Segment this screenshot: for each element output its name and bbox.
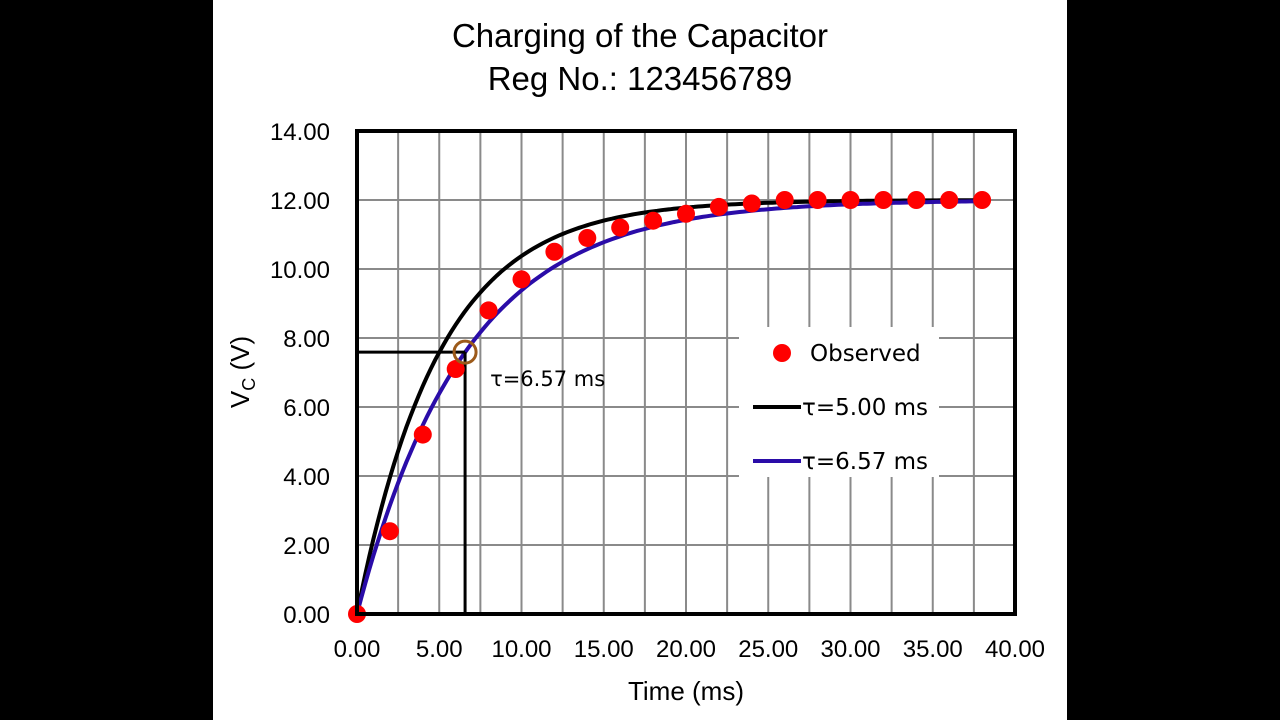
x-tick-label: 15.00 [574, 636, 634, 663]
y-tick-label: 6.00 [283, 395, 330, 422]
x-tick-label: 25.00 [738, 636, 798, 663]
legend: Observed τ=5.00 ms τ=6.57 ms [739, 327, 939, 477]
observed-point [677, 204, 695, 223]
observed-point [644, 211, 663, 230]
legend-tau5-label: τ=5.00 ms [802, 395, 928, 421]
x-tick-label: 35.00 [903, 636, 963, 663]
observed-point [940, 191, 959, 209]
observed-point [742, 194, 761, 213]
plot-frame [355, 129, 1017, 616]
y-tick-label: 12.00 [270, 188, 330, 215]
observed-point [709, 197, 728, 216]
observed-point [907, 191, 926, 209]
y-tick-label: 8.00 [283, 326, 330, 353]
legend-observed-marker [773, 344, 791, 362]
y-axis-label-unit: (V) [225, 336, 255, 378]
chart-svg: Charging of the Capacitor Reg No.: 12345… [225, 17, 1045, 706]
y-tick-label: 2.00 [283, 533, 330, 560]
tau-marker [452, 339, 478, 365]
x-tick-label: 5.00 [416, 636, 463, 663]
observed-point [808, 191, 827, 209]
x-tick-labels: 0.00 5.00 10.00 15.00 20.00 25.00 30.00 35.00 40… [334, 636, 1045, 663]
x-tick-label: 0.00 [334, 636, 381, 663]
y-axis-label: VC (V) [225, 336, 259, 408]
tau-annotation: τ=6.57 ms [357, 350, 605, 614]
observed-points [348, 191, 992, 623]
x-tick-label: 20.00 [656, 636, 716, 663]
y-tick-labels: 0.00 2.00 4.00 6.00 8.00 10.00 12.00 14.00 [270, 119, 330, 629]
observed-point [545, 242, 564, 261]
observed-point [973, 191, 992, 209]
legend-tau657-label: τ=6.57 ms [802, 449, 928, 475]
y-axis-label-main: V [225, 390, 255, 408]
observed-point [413, 425, 432, 444]
observed-point [775, 191, 794, 209]
observed-point [380, 522, 399, 541]
x-axis-label: Time (ms) [628, 676, 744, 706]
y-tick-label: 0.00 [283, 602, 330, 629]
observed-point [841, 191, 860, 209]
chart-canvas: Charging of the Capacitor Reg No.: 12345… [213, 0, 1067, 720]
observed-point [512, 270, 531, 289]
y-axis-label-sub: C [239, 378, 259, 391]
observed-point [611, 218, 630, 237]
chart-subtitle: Reg No.: 123456789 [488, 60, 793, 97]
x-tick-label: 30.00 [820, 636, 880, 663]
y-tick-label: 14.00 [270, 119, 330, 146]
observed-point [479, 301, 498, 320]
x-tick-label: 10.00 [491, 636, 551, 663]
y-tick-label: 4.00 [283, 464, 330, 491]
legend-background [739, 327, 939, 477]
chart-title: Charging of the Capacitor [452, 17, 828, 54]
legend-observed-label: Observed [810, 341, 921, 367]
tau-annotation-label: τ=6.57 ms [490, 367, 605, 391]
observed-point [578, 228, 597, 247]
observed-point [446, 360, 465, 379]
y-tick-label: 10.00 [270, 257, 330, 284]
x-tick-label: 40.00 [985, 636, 1045, 663]
observed-point [874, 191, 893, 209]
